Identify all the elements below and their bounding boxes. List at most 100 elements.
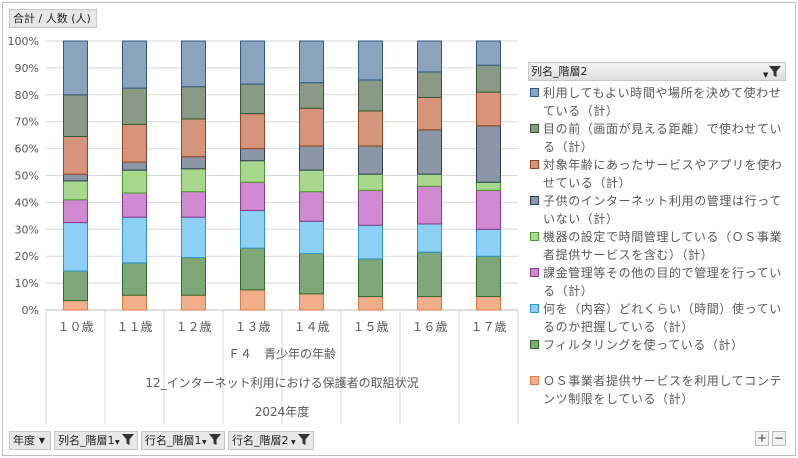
field-button[interactable]: 年度 ▼ [9, 431, 51, 450]
bar-segment[interactable] [240, 113, 265, 150]
bar-segment[interactable] [476, 189, 501, 230]
bar-segment[interactable] [181, 156, 206, 170]
bar-segment[interactable] [299, 293, 324, 311]
bar-segment[interactable] [122, 262, 147, 296]
zoom-in-button[interactable]: + [755, 431, 769, 446]
filter-dropdown-icon[interactable]: ▼ [762, 64, 782, 84]
bar-segment[interactable] [181, 86, 206, 120]
bar-segment[interactable] [299, 145, 324, 171]
legend-field-button[interactable]: 列名_階層2 ▼ [528, 62, 786, 81]
bar-segment[interactable] [476, 91, 501, 127]
bar-segment[interactable] [63, 135, 88, 175]
bar-segment[interactable] [299, 169, 324, 193]
filter-icon[interactable]: ▼ [291, 432, 311, 453]
bar-segment[interactable] [358, 79, 383, 112]
bar-segment[interactable] [358, 224, 383, 260]
bar-segment[interactable] [358, 145, 383, 175]
bar-segment[interactable] [476, 228, 501, 257]
bar-segment[interactable] [122, 40, 147, 89]
value-field-button[interactable]: 合計 / 人数 (人) [9, 9, 97, 28]
bar-segment[interactable] [63, 199, 88, 224]
x-tick-label: １４歳 [293, 320, 329, 334]
bar-segment[interactable] [63, 94, 88, 137]
bar-segment[interactable] [476, 40, 501, 66]
bar-segment[interactable] [299, 253, 324, 295]
bar-segment[interactable] [63, 300, 88, 311]
bar-segment[interactable] [358, 189, 383, 226]
legend-item[interactable]: ＯＳ事業者提供サービスを利用してコンテンツ制限をしている（計） [528, 372, 790, 408]
field-button[interactable]: 行名_階層1 ▼ [141, 431, 225, 450]
bar-segment[interactable] [299, 107, 324, 147]
bar-segment[interactable] [358, 258, 383, 298]
bar-segment[interactable] [476, 181, 501, 191]
bar-segment[interactable] [299, 191, 324, 222]
bar-segment[interactable] [417, 40, 442, 73]
bar-segment[interactable] [358, 173, 383, 191]
bar-segment[interactable] [122, 192, 147, 218]
bar-segment[interactable] [417, 129, 442, 175]
bar-segment[interactable] [240, 181, 265, 211]
bar-segment[interactable] [122, 216, 147, 264]
bar-segment[interactable] [63, 222, 88, 272]
zoom-out-button[interactable]: − [772, 431, 786, 446]
bar-segment[interactable] [181, 118, 206, 158]
legend-item[interactable]: 何を（内容）どれくらい（時間）使っているのか把握している（計） [528, 300, 790, 336]
bar-segment[interactable] [299, 40, 324, 84]
bar-segment[interactable] [240, 209, 265, 249]
bar-segment[interactable] [417, 223, 442, 253]
bar-segment[interactable] [181, 191, 206, 218]
bar-segment[interactable] [240, 83, 265, 115]
legend-label: 課金管理等その他の目的で管理を行っている（計） [543, 266, 782, 298]
bar-segment[interactable] [240, 160, 265, 183]
bar-segment[interactable] [476, 125, 501, 183]
bar-segment[interactable] [240, 148, 265, 162]
bar-segment[interactable] [63, 180, 88, 201]
field-button[interactable]: 列名_階層1 ▼ [54, 431, 138, 450]
bar-segment[interactable] [417, 173, 442, 187]
legend-item[interactable]: 課金管理等その他の目的で管理を行っている（計） [528, 264, 790, 300]
bar-segment[interactable] [240, 289, 265, 311]
legend-item[interactable]: フィルタリングを使っている（計） [528, 336, 790, 354]
bar-segment[interactable] [63, 270, 88, 302]
svg-text:▼: ▼ [202, 439, 207, 446]
bar-segment[interactable] [299, 82, 324, 109]
bar-segment[interactable] [417, 71, 442, 98]
bar-segment[interactable] [181, 294, 206, 311]
bar-segment[interactable] [476, 296, 501, 311]
bar-segment[interactable] [63, 173, 88, 182]
bar-segment[interactable] [476, 255, 501, 298]
bar-segment[interactable] [358, 40, 383, 81]
legend-item[interactable]: 目の前（画面が見える距離）で使わせている（計） [528, 120, 790, 156]
legend-item[interactable]: 子供のインターネット利用の管理は行っていない（計） [528, 192, 790, 228]
field-button[interactable]: 行名_階層2 ▼ [228, 431, 314, 450]
bar-segment[interactable] [122, 161, 147, 171]
svg-text:▼: ▼ [763, 71, 769, 79]
legend-item[interactable]: 利用してもよい時間や場所を決めて使わせている（計） [528, 84, 790, 120]
svg-text:▼: ▼ [115, 439, 120, 446]
bar-segment[interactable] [181, 40, 206, 88]
bar-segment[interactable] [299, 220, 324, 255]
bar-segment[interactable] [417, 251, 442, 298]
bar-segment[interactable] [358, 110, 383, 147]
bar-segment[interactable] [240, 40, 265, 85]
bar-segment[interactable] [181, 168, 206, 193]
filter-icon[interactable]: ▼ [115, 432, 135, 453]
bar-segment[interactable] [417, 185, 442, 225]
bar-segment[interactable] [240, 247, 265, 291]
bar-segment[interactable] [417, 96, 442, 131]
filter-icon[interactable]: ▼ [202, 432, 222, 453]
bar-segment[interactable] [476, 64, 501, 93]
bar-segment[interactable] [181, 216, 206, 259]
bar-segment[interactable] [122, 87, 147, 125]
legend-item[interactable]: 対象年齢にあったサービスやアプリを使わせている（計） [528, 156, 790, 192]
bar-segment[interactable] [417, 296, 442, 311]
bar-segment[interactable] [181, 257, 206, 296]
bar-segment[interactable] [122, 294, 147, 311]
bar-segment[interactable] [358, 296, 383, 311]
bar-segment[interactable] [63, 40, 88, 96]
bar-segment[interactable] [122, 123, 147, 163]
x-tick-label: １２歳 [175, 320, 211, 334]
legend-item[interactable]: 機器の設定で時間管理している（ＯＳ事業者提供サービスを含む）（計） [528, 228, 790, 264]
dropdown-arrow-icon[interactable]: ▼ [38, 436, 46, 445]
bar-segment[interactable] [122, 169, 147, 194]
